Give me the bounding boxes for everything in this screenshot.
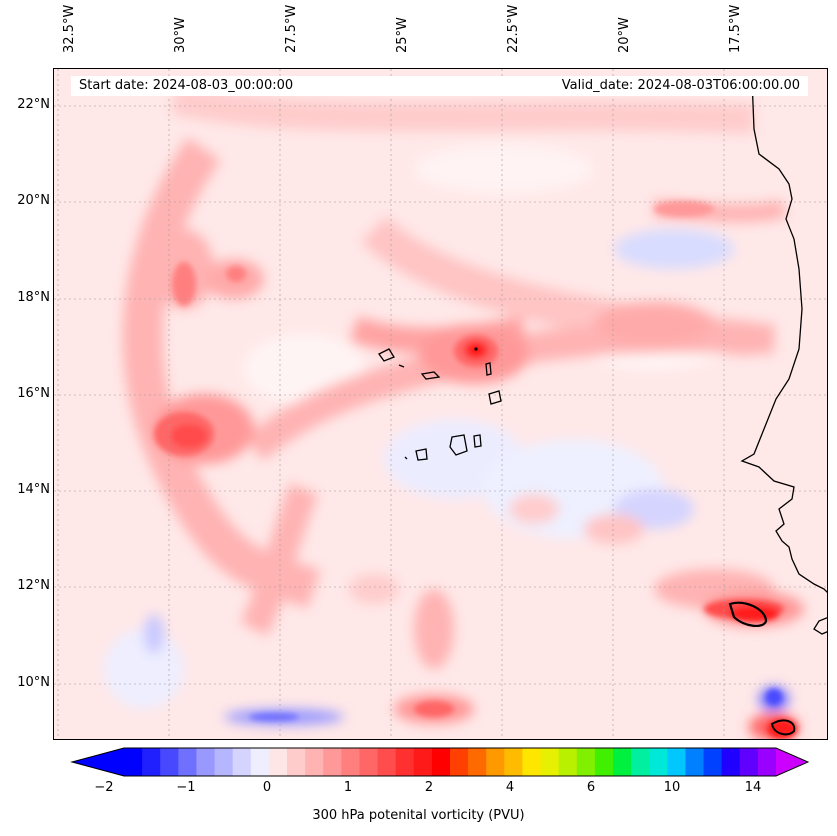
- graticule: [54, 69, 827, 739]
- colorbar-segment: [214, 748, 234, 776]
- lat-label-10n: 10°N: [17, 675, 50, 690]
- colorbar-segment: [413, 748, 433, 776]
- colorbar-segment: [323, 748, 342, 776]
- colorbar-segment: [395, 748, 415, 776]
- lon-label-27-5w: 27.5°W: [284, 4, 299, 53]
- lon-label-17-5w: 17.5°W: [728, 4, 743, 53]
- lat-label-20n: 20°N: [17, 193, 50, 208]
- date-banner: Start date: 2024-08-03_00:00:00 Valid_da…: [71, 76, 808, 96]
- cb-tick-m2: −2: [94, 780, 114, 795]
- colorbar-segment: [757, 748, 777, 776]
- colorbar-segment: [504, 748, 524, 776]
- colorbar-segment: [377, 748, 397, 776]
- guinea-coast: [813, 617, 827, 635]
- colorbar-segment: [540, 748, 560, 776]
- pv-field-map: [54, 69, 827, 739]
- colorbar-outline: [70, 747, 810, 777]
- pv-contour-high: [728, 601, 768, 627]
- lon-label-25w: 25°W: [395, 17, 410, 53]
- colorbar-segment: [522, 748, 542, 776]
- cb-tick-4: 4: [505, 780, 515, 795]
- colorbar-segment: [124, 748, 143, 776]
- cb-tick-1: 1: [343, 780, 353, 795]
- colorbar-segment: [250, 748, 270, 776]
- colorbar-segment: [558, 748, 578, 776]
- colorbar-segment: [431, 748, 451, 776]
- lat-label-12n: 12°N: [17, 578, 50, 593]
- colorbar-segment: [468, 748, 487, 776]
- cb-tick-6: 6: [586, 780, 596, 795]
- colorbar-segment: [721, 748, 741, 776]
- colorbar-segment: [341, 748, 361, 776]
- colorbar-segment: [631, 748, 650, 776]
- cb-tick-0: 0: [262, 780, 272, 795]
- cb-tick-2: 2: [424, 780, 434, 795]
- colorbar-segment: [667, 748, 687, 776]
- colorbar-segment: [160, 748, 179, 776]
- colorbar-segment: [450, 748, 469, 776]
- colorbar-segment: [703, 748, 723, 776]
- colorbar-segment: [486, 748, 505, 776]
- colorbar-segment: [613, 748, 632, 776]
- colorbar-segment: [142, 748, 161, 776]
- colorbar-extend-low: [72, 748, 124, 776]
- cb-tick-m1: −1: [176, 780, 196, 795]
- colorbar-segment: [685, 748, 705, 776]
- colorbar-segment: [268, 748, 288, 776]
- colorbar-segment: [739, 748, 759, 776]
- colorbar-segment: [576, 748, 596, 776]
- colorbar-extend-high: [776, 748, 808, 776]
- colorbar-segment: [178, 748, 198, 776]
- lon-label-22-5w: 22.5°W: [506, 4, 521, 53]
- lon-label-30w: 30°W: [173, 17, 188, 53]
- lon-label-32-5w: 32.5°W: [62, 4, 77, 53]
- colorbar-segment: [594, 748, 614, 776]
- start-date-text: Start date: 2024-08-03_00:00:00: [79, 78, 294, 93]
- lat-label-14n: 14°N: [17, 482, 50, 497]
- colorbar: [70, 747, 810, 777]
- colorbar-label: 300 hPa potenital vorticity (PVU): [312, 808, 525, 823]
- colorbar-segment: [305, 748, 324, 776]
- colorbar-segment: [649, 748, 668, 776]
- colorbar-segment: [232, 748, 252, 776]
- cb-tick-10: 10: [663, 780, 681, 795]
- pv-contour-high-south: [770, 719, 796, 736]
- valid-date-text: Valid_date: 2024-08-03T06:00:00.00: [561, 78, 800, 93]
- cape-verde-islands: [378, 348, 502, 461]
- lat-label-22n: 22°N: [17, 97, 50, 112]
- lat-label-16n: 16°N: [17, 386, 50, 401]
- lat-label-18n: 18°N: [17, 290, 50, 305]
- africa-coastline: [740, 78, 827, 593]
- cb-tick-14: 14: [744, 780, 762, 795]
- colorbar-segment: [287, 748, 306, 776]
- colorbar-segment: [196, 748, 216, 776]
- colorbar-segment: [359, 748, 379, 776]
- map-panel: [53, 68, 828, 740]
- lon-label-20w: 20°W: [617, 17, 632, 53]
